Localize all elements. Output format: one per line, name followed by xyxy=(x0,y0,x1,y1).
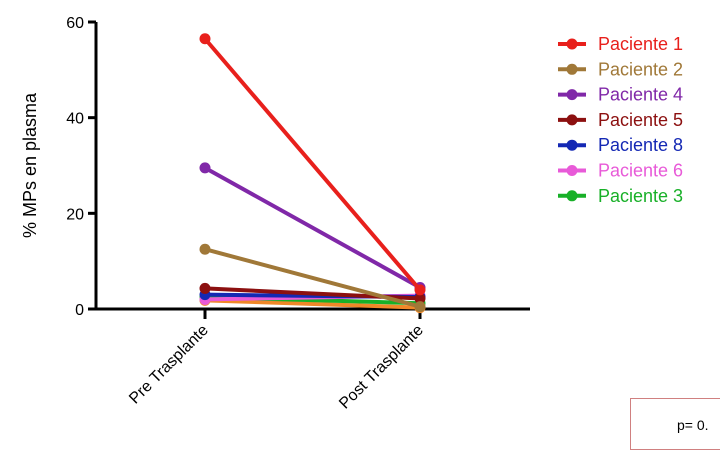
p-value-text: p= 0. xyxy=(677,417,709,433)
legend-label: Paciente 6 xyxy=(598,161,683,181)
data-point xyxy=(414,301,426,313)
legend-label: Paciente 8 xyxy=(598,135,683,155)
legend-swatch-marker xyxy=(566,190,578,202)
legend-swatch-marker xyxy=(566,114,578,126)
legend-swatch-marker xyxy=(566,38,578,50)
legend-label: Paciente 5 xyxy=(598,110,683,130)
series-line xyxy=(203,247,422,309)
legend: Paciente 1 Paciente 2 Paciente 4 Paciente 5… xyxy=(558,34,683,206)
legend-item: Paciente 3 xyxy=(558,186,683,206)
legend-label: Paciente 3 xyxy=(598,186,683,206)
legend-label: Paciente 4 xyxy=(598,85,683,105)
legend-item: Paciente 5 xyxy=(558,110,683,130)
legend-item: Paciente 6 xyxy=(558,161,683,181)
x-tick-label: Post Trasplante xyxy=(336,322,427,413)
axes: 0 20 40 60 Pre Trasplante Post Trasplante % MP… xyxy=(20,15,530,412)
series-layer xyxy=(199,33,426,314)
data-point xyxy=(199,282,211,294)
x-tick-label: Pre Trasplante xyxy=(126,322,212,408)
legend-item: Paciente 2 xyxy=(558,59,683,79)
series-line xyxy=(203,165,422,290)
series-3 xyxy=(199,162,426,293)
legend-label: Paciente 1 xyxy=(598,34,683,54)
legend-swatch-marker xyxy=(566,89,578,101)
legend-label: Paciente 2 xyxy=(598,59,683,79)
legend-item: Paciente 8 xyxy=(558,135,683,155)
legend-swatch-marker xyxy=(566,165,578,176)
data-point xyxy=(414,284,426,296)
data-point xyxy=(199,243,211,255)
y-tick-label: 20 xyxy=(66,206,84,223)
y-tick-label: 0 xyxy=(75,302,84,319)
legend-item: Paciente 4 xyxy=(558,85,683,105)
series-line xyxy=(203,298,422,310)
y-tick-label: 60 xyxy=(66,15,84,32)
p-value-box: p= 0. xyxy=(630,398,720,450)
series-line xyxy=(203,36,422,292)
y-axis-title: % MPs en plasma xyxy=(20,92,40,238)
legend-swatch-marker xyxy=(566,139,578,151)
data-point xyxy=(414,292,426,304)
legend-swatch-marker xyxy=(566,63,578,75)
y-tick-label: 40 xyxy=(66,111,84,128)
data-point xyxy=(199,33,211,45)
series-1 xyxy=(199,33,426,296)
legend-item: Paciente 1 xyxy=(558,34,683,54)
series-2 xyxy=(199,243,426,313)
data-point xyxy=(199,162,211,174)
